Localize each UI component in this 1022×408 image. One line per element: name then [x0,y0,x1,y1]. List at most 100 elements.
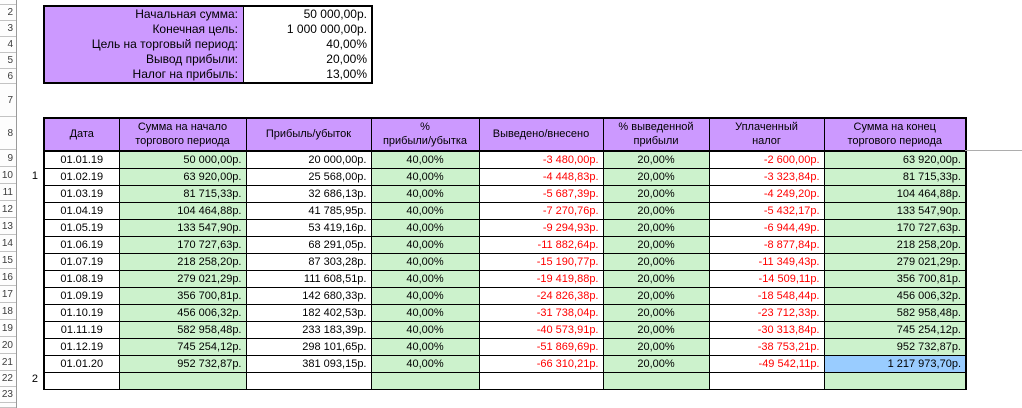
cell-tax[interactable]: -14 509,11р. [708,269,825,288]
cell-profit-pct[interactable]: 40,00% [370,286,480,305]
cell-profit-pct[interactable]: 40,00% [370,269,480,288]
row-header[interactable]: 3 [0,21,16,37]
cell-start-sum[interactable]: 356 700,81р. [118,286,247,305]
cell-profit-pct[interactable]: 40,00% [370,167,480,186]
row-header[interactable]: 19 [0,320,16,337]
cell-profit[interactable]: 182 402,53р. [245,303,372,322]
cell-profit[interactable]: 298 101,65р. [245,337,372,356]
cell-profit[interactable]: 68 291,05р. [245,235,372,254]
row-header[interactable]: 11 [0,184,16,201]
cell-withdrawn-pct[interactable]: 20,00% [602,252,710,271]
cell-end-sum[interactable]: 745 254,12р. [823,320,967,339]
cell-date[interactable]: 01.07.19 [43,252,120,271]
settings-value[interactable]: 1 000 000,00р. [243,22,371,37]
row-header[interactable]: 23 [0,387,16,403]
cell-end-sum[interactable]: 81 715,33р. [823,167,967,186]
cell-profit-pct[interactable]: 40,00% [370,303,480,322]
cell-start-sum[interactable]: 104 464,88р. [118,201,247,220]
cell-profit-pct[interactable]: 40,00% [370,337,480,356]
cell-profit[interactable]: 25 568,00р. [245,167,372,186]
column-header[interactable]: Уплаченный налог [708,117,825,152]
cell-withdrawn[interactable]: -40 573,91р. [478,320,604,339]
cell-tax[interactable]: -6 944,49р. [708,218,825,237]
cell-date[interactable]: 01.12.19 [43,337,120,356]
cell-withdrawn[interactable]: -11 882,64р. [478,235,604,254]
cell-start-sum[interactable]: 218 258,20р. [118,252,247,271]
row-header[interactable]: 2 [0,5,16,21]
cell-profit-pct[interactable]: 40,00% [370,252,480,271]
cell-tax[interactable]: -49 542,11р. [708,354,825,373]
cell-profit[interactable]: 381 093,15р. [245,354,372,373]
row-header[interactable]: 7 [0,84,16,117]
cell-date[interactable]: 01.02.19 [43,167,120,186]
cell-withdrawn[interactable]: -9 294,93р. [478,218,604,237]
cell-withdrawn-pct[interactable]: 20,00% [602,354,710,373]
cell-withdrawn-pct[interactable]: 20,00% [602,235,710,254]
empty-cell[interactable] [708,371,825,390]
row-header[interactable]: 17 [0,286,16,303]
cell-profit[interactable]: 41 785,95р. [245,201,372,220]
row-header[interactable]: 14 [0,235,16,252]
cell-withdrawn[interactable]: -24 826,38р. [478,286,604,305]
column-header[interactable]: Прибыль/убыток [245,117,372,152]
cell-profit-pct[interactable]: 40,00% [370,354,480,373]
settings-label[interactable]: Цель на торговый период: [45,37,243,52]
group-marker[interactable]: 1 [31,169,38,182]
cell-date[interactable]: 01.01.20 [43,354,120,373]
cell-start-sum[interactable]: 745 254,12р. [118,337,247,356]
settings-value[interactable]: 20,00% [243,52,371,67]
cell-end-sum[interactable]: 63 920,00р. [823,150,967,169]
cell-withdrawn[interactable]: -4 448,83р. [478,167,604,186]
settings-value[interactable]: 13,00% [243,67,371,82]
group-marker[interactable]: 2 [31,373,38,385]
empty-cell[interactable] [43,371,120,390]
cell-withdrawn[interactable]: -15 190,77р. [478,252,604,271]
cell-withdrawn[interactable]: -19 419,88р. [478,269,604,288]
cell-profit-pct[interactable]: 40,00% [370,201,480,220]
cell-profit[interactable]: 32 686,13р. [245,184,372,203]
cell-withdrawn-pct[interactable]: 20,00% [602,184,710,203]
cell-tax[interactable]: -23 712,33р. [708,303,825,322]
cell-end-sum[interactable]: 356 700,81р. [823,269,967,288]
cell-end-sum[interactable]: 104 464,88р. [823,184,967,203]
row-header[interactable]: 16 [0,269,16,286]
cell-tax[interactable]: -5 432,17р. [708,201,825,220]
cell-withdrawn-pct[interactable]: 20,00% [602,269,710,288]
cell-start-sum[interactable]: 63 920,00р. [118,167,247,186]
cell-date[interactable]: 01.03.19 [43,184,120,203]
cell-withdrawn-pct[interactable]: 20,00% [602,320,710,339]
cell-end-sum[interactable]: 456 006,32р. [823,286,967,305]
row-header[interactable] [0,0,16,5]
cell-tax[interactable]: -11 349,43р. [708,252,825,271]
cell-withdrawn[interactable]: -66 310,21р. [478,354,604,373]
cell-start-sum[interactable]: 81 715,33р. [118,184,247,203]
cell-withdrawn-pct[interactable]: 20,00% [602,286,710,305]
cell-withdrawn[interactable]: -3 480,00р. [478,150,604,169]
row-header[interactable]: 21 [0,354,16,371]
settings-label[interactable]: Конечная цель: [45,22,243,37]
empty-cell[interactable] [370,371,480,390]
cell-date[interactable]: 01.01.19 [43,150,120,169]
cell-withdrawn-pct[interactable]: 20,00% [602,218,710,237]
cell-profit-pct[interactable]: 40,00% [370,320,480,339]
empty-cell[interactable] [245,371,372,390]
cell-start-sum[interactable]: 279 021,29р. [118,269,247,288]
cell-end-sum[interactable]: 218 258,20р. [823,235,967,254]
cell-start-sum[interactable]: 170 727,63р. [118,235,247,254]
row-header[interactable]: 4 [0,37,16,53]
cell-withdrawn-pct[interactable]: 20,00% [602,303,710,322]
cell-tax[interactable]: -4 249,20р. [708,184,825,203]
cell-withdrawn[interactable]: -51 869,69р. [478,337,604,356]
row-header[interactable]: 10 [0,167,16,184]
cell-profit[interactable]: 111 608,51р. [245,269,372,288]
cell-withdrawn[interactable]: -7 270,76р. [478,201,604,220]
cell-profit[interactable]: 20 000,00р. [245,150,372,169]
row-header[interactable] [0,403,16,408]
settings-label[interactable]: Начальная сумма: [45,7,243,22]
cell-tax[interactable]: -8 877,84р. [708,235,825,254]
cell-end-sum[interactable]: 582 958,48р. [823,303,967,322]
column-header[interactable]: Выведено/внесено [478,117,604,152]
cell-date[interactable]: 01.09.19 [43,286,120,305]
column-header[interactable]: Сумма на начало торгового периода [118,117,247,152]
cell-withdrawn-pct[interactable]: 20,00% [602,167,710,186]
